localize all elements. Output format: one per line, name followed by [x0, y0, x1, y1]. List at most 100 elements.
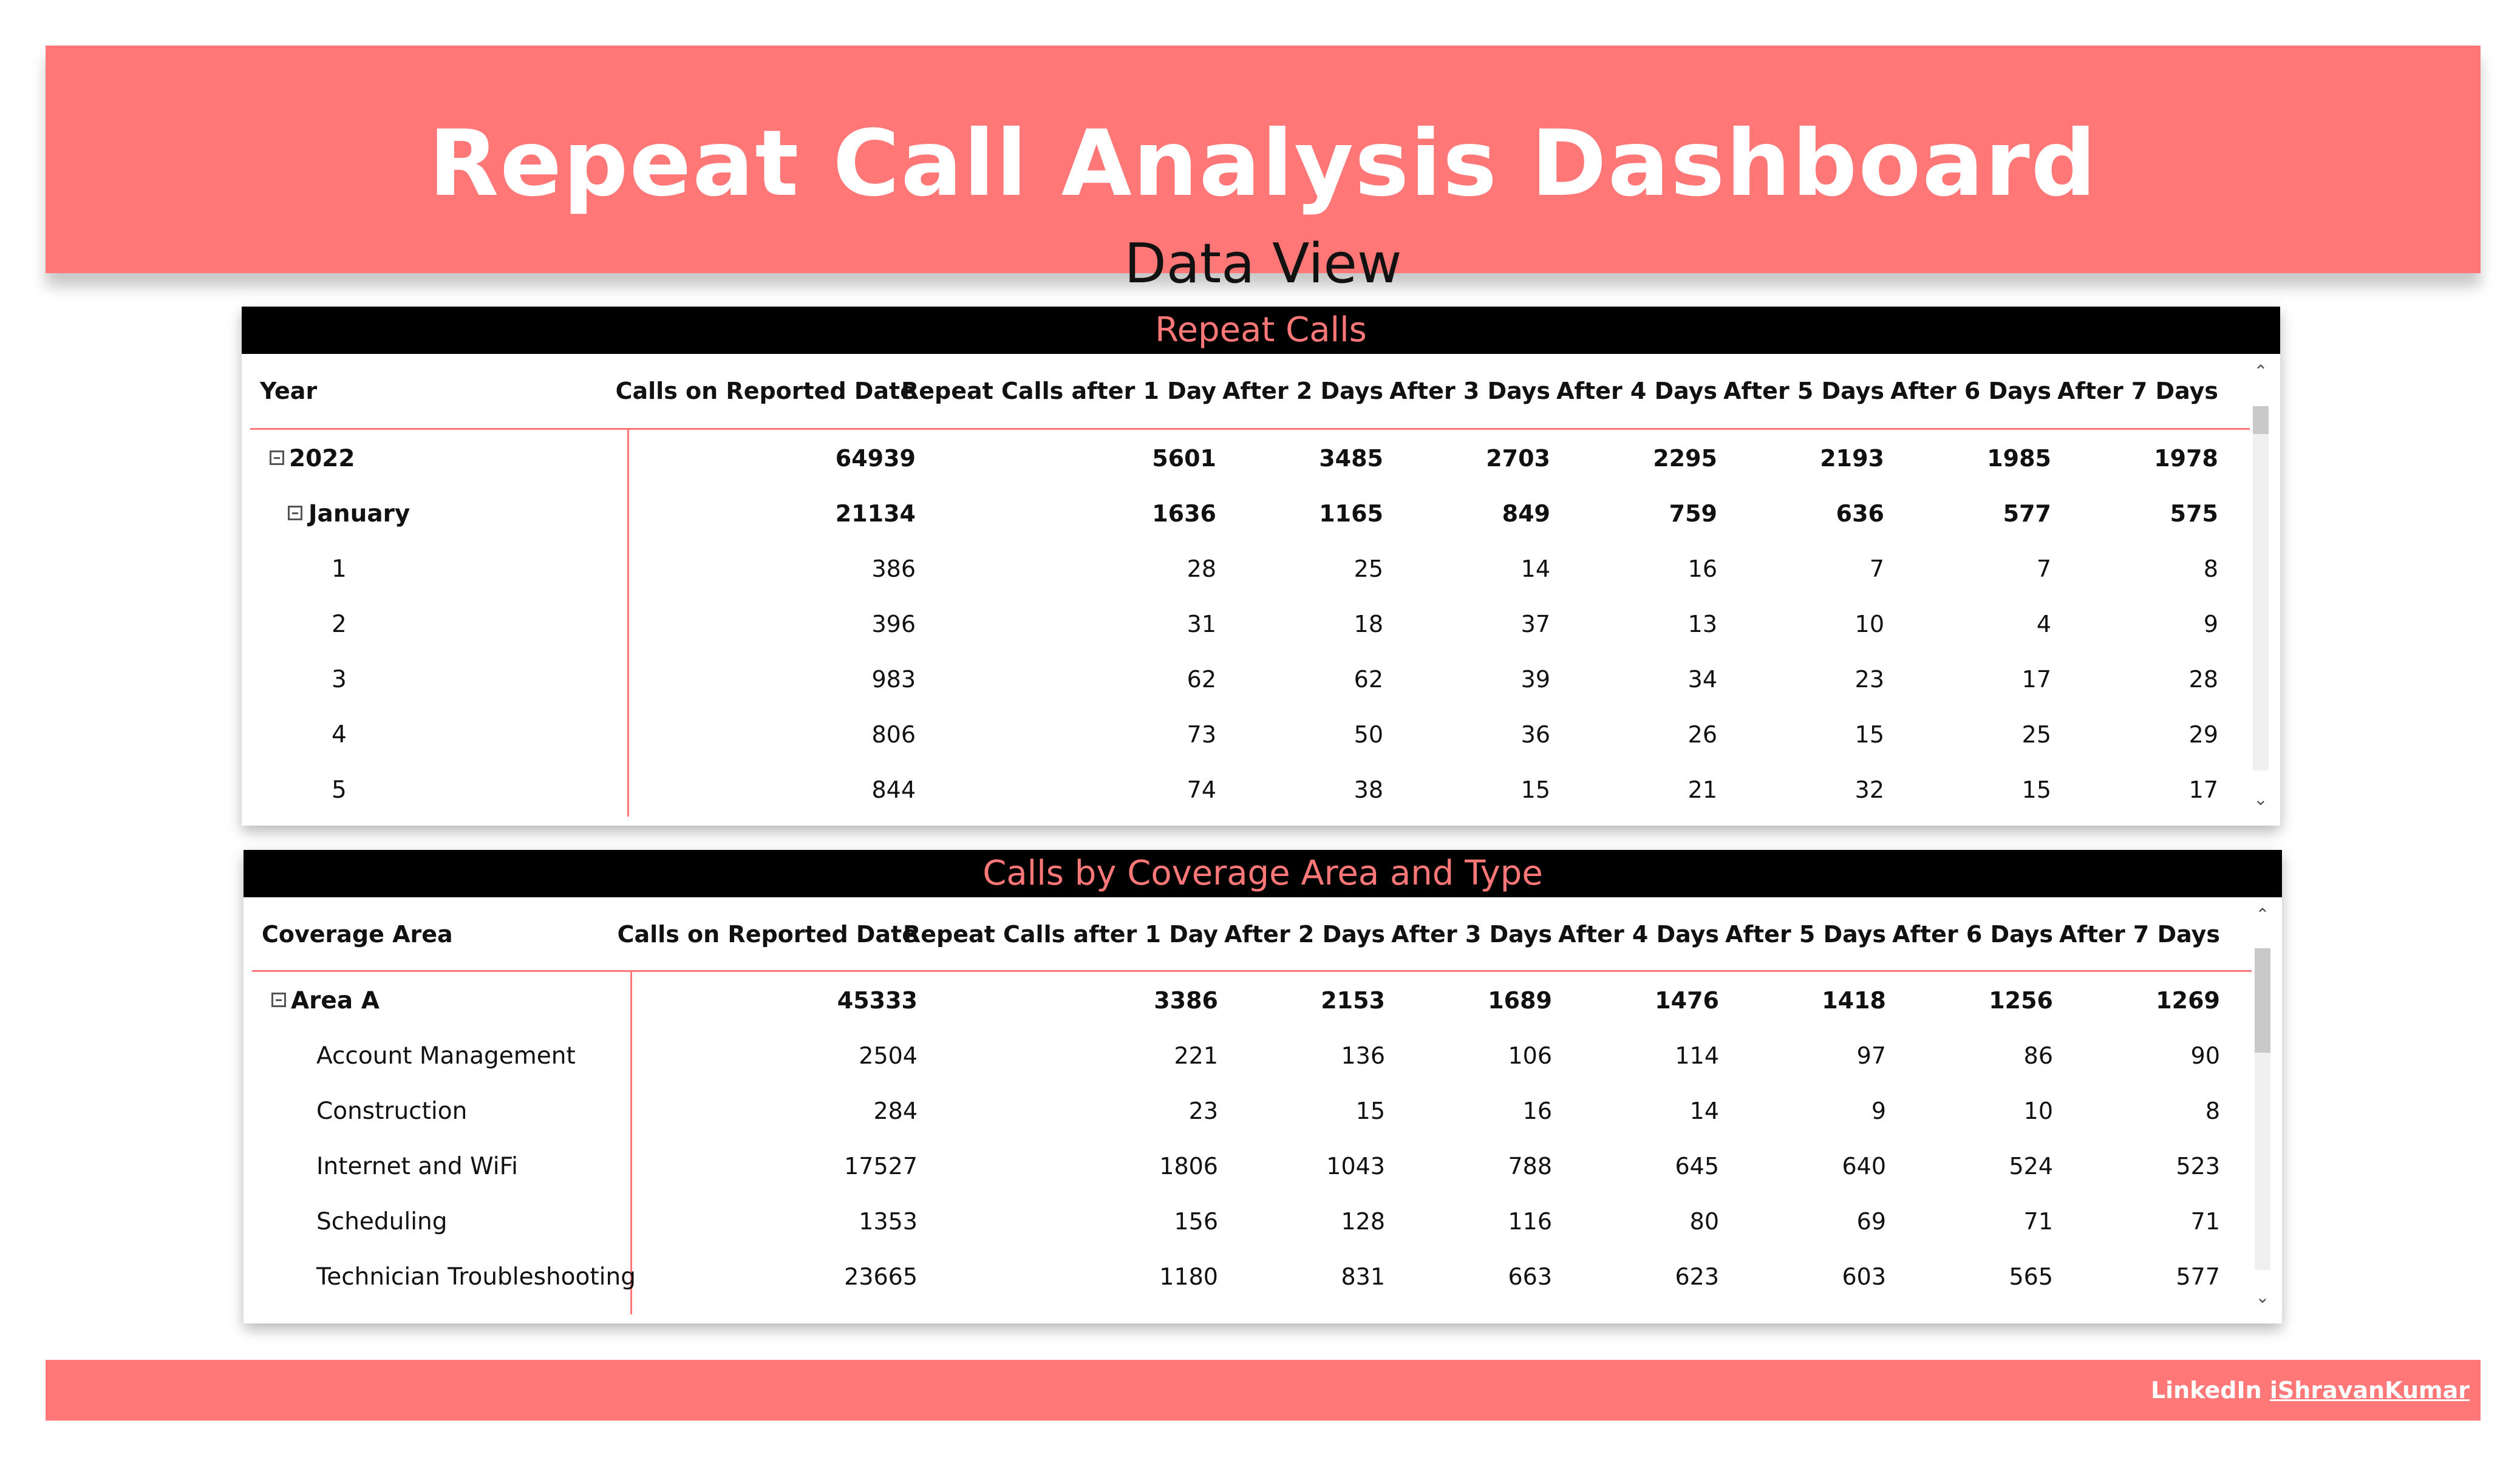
panel-title: Calls by Coverage Area and Type — [243, 850, 2282, 897]
cell-after-7-days: 29 — [2188, 721, 2218, 748]
column-header-repeat-calls-after-1-day[interactable]: Repeat Calls after 1 Day — [901, 378, 1216, 404]
collapse-icon[interactable] — [271, 993, 286, 1007]
column-header-after-2-days[interactable]: After 2 Days — [1224, 921, 1385, 948]
column-header-after-2-days[interactable]: After 2 Days — [1222, 378, 1383, 404]
column-header-after-3-days[interactable]: After 3 Days — [1391, 921, 1552, 948]
cell-after-2-days: 1043 — [1326, 1153, 1385, 1180]
cell-after-7-days: 523 — [2176, 1153, 2220, 1180]
row-label: January — [308, 500, 410, 528]
table-row[interactable]: 5 844 74 38 15 21 32 15 17 — [242, 762, 2280, 818]
table-row[interactable]: January 21134 1636 1165 849 759 636 577 575 — [242, 486, 2280, 542]
footer-banner: LinkedIn iShravanKumar — [46, 1360, 2481, 1421]
row-label: 4 — [332, 721, 347, 749]
scroll-track[interactable] — [2253, 406, 2269, 770]
scroll-down-icon[interactable]: ⌄ — [2255, 1287, 2270, 1307]
cell-after-2-days: 2153 — [1321, 987, 1385, 1014]
cell-calls-on-reported-date: 2504 — [859, 1042, 918, 1069]
cell-calls-on-reported-date: 45333 — [837, 987, 918, 1014]
row-label: Construction — [316, 1098, 468, 1125]
table-row[interactable]: Scheduling 1353 156 128 116 80 69 71 71 — [243, 1194, 2282, 1249]
cell-repeat-calls-after-1-day: 23 — [1188, 1098, 1218, 1124]
cell-calls-on-reported-date: 983 — [871, 666, 916, 693]
cell-after-7-days: 577 — [2176, 1263, 2220, 1290]
cell-repeat-calls-after-1-day: 1806 — [1159, 1153, 1218, 1180]
cell-after-4-days: 759 — [1669, 500, 1717, 527]
scroll-up-icon[interactable]: ⌃ — [2255, 905, 2270, 925]
column-header-after-7-days[interactable]: After 7 Days — [2057, 378, 2218, 404]
table-row[interactable]: 1 386 28 25 14 16 7 7 8 — [242, 542, 2280, 597]
column-header-calls-on-reported-date[interactable]: Calls on Reported Date — [617, 921, 918, 948]
cell-after-3-days: 15 — [1521, 776, 1550, 803]
cell-after-3-days: 106 — [1508, 1042, 1552, 1069]
cell-after-3-days: 14 — [1521, 555, 1550, 582]
scroll-thumb[interactable] — [2255, 948, 2270, 1053]
column-header-after-5-days[interactable]: After 5 Days — [1725, 921, 1886, 948]
row-label: 2022 — [289, 445, 355, 472]
table-row[interactable]: Area A 45333 3386 2153 1689 1476 1418 1256 1269 — [243, 973, 2282, 1028]
column-header-after-7-days[interactable]: After 7 Days — [2059, 921, 2220, 948]
cell-repeat-calls-after-1-day: 3386 — [1154, 987, 1218, 1014]
cell-after-3-days: 788 — [1508, 1153, 1552, 1180]
cell-after-4-days: 26 — [1687, 721, 1717, 748]
cell-after-5-days: 10 — [1854, 611, 1884, 637]
cell-after-7-days: 9 — [2203, 611, 2218, 637]
dashboard-title: Repeat Call Analysis Dashboard — [428, 111, 2098, 217]
table-row[interactable]: 2 396 31 18 37 13 10 4 9 — [242, 597, 2280, 652]
column-header-after-6-days[interactable]: After 6 Days — [1890, 378, 2051, 404]
scroll-up-icon[interactable]: ⌃ — [2253, 361, 2268, 381]
cell-after-3-days: 36 — [1521, 721, 1550, 748]
cell-repeat-calls-after-1-day: 5601 — [1152, 445, 1216, 472]
cell-after-6-days: 565 — [2009, 1263, 2053, 1290]
column-header-after-3-days[interactable]: After 3 Days — [1389, 378, 1550, 404]
matrix-header-row: Year Calls on Reported Date Repeat Calls a… — [242, 354, 2280, 428]
column-header-year[interactable]: Year — [260, 378, 318, 404]
cell-repeat-calls-after-1-day: 221 — [1174, 1042, 1218, 1069]
row-header-divider — [627, 428, 629, 817]
table-row[interactable]: Construction 284 23 15 16 14 9 10 8 — [243, 1084, 2282, 1139]
header-divider — [252, 970, 2252, 972]
scroll-thumb[interactable] — [2253, 406, 2269, 434]
cell-after-7-days: 1978 — [2154, 445, 2218, 472]
cell-calls-on-reported-date: 23665 — [844, 1263, 918, 1290]
cell-after-5-days: 7 — [1869, 555, 1884, 582]
column-header-after-5-days[interactable]: After 5 Days — [1723, 378, 1884, 404]
cell-after-5-days: 1418 — [1822, 987, 1886, 1014]
table-row[interactable]: 4 806 73 50 36 26 15 25 29 — [242, 707, 2280, 762]
collapse-icon[interactable] — [270, 450, 284, 465]
column-header-calls-on-reported-date[interactable]: Calls on Reported Date — [615, 378, 916, 404]
cell-after-5-days: 636 — [1836, 500, 1884, 527]
table-row[interactable]: Account Management 2504 221 136 106 114 97 86 90 — [243, 1028, 2282, 1084]
row-header-divider — [630, 970, 632, 1314]
cell-after-2-days: 136 — [1341, 1042, 1385, 1069]
cell-after-2-days: 15 — [1355, 1098, 1385, 1124]
cell-after-2-days: 50 — [1354, 721, 1383, 748]
cell-repeat-calls-after-1-day: 156 — [1174, 1208, 1218, 1235]
cell-after-6-days: 86 — [2023, 1042, 2053, 1069]
cell-after-4-days: 1476 — [1655, 987, 1719, 1014]
column-header-after-4-days[interactable]: After 4 Days — [1556, 378, 1717, 404]
row-label: 2 — [332, 611, 347, 638]
footer-prefix: LinkedIn — [2150, 1377, 2262, 1404]
table-row[interactable]: 3 983 62 62 39 34 23 17 28 — [242, 652, 2280, 707]
row-label: 1 — [332, 555, 347, 583]
column-header-after-6-days[interactable]: After 6 Days — [1892, 921, 2053, 948]
linkedin-link[interactable]: iShravanKumar — [2269, 1377, 2470, 1404]
cell-after-7-days: 28 — [2188, 666, 2218, 693]
table-row[interactable]: Technician Troubleshooting 23665 1180 831 66… — [243, 1249, 2282, 1305]
column-header-after-4-days[interactable]: After 4 Days — [1558, 921, 1719, 948]
cell-after-7-days: 8 — [2203, 555, 2218, 582]
cell-after-2-days: 1165 — [1319, 500, 1383, 527]
column-header-repeat-calls-after-1-day[interactable]: Repeat Calls after 1 Day — [902, 921, 1218, 948]
scroll-down-icon[interactable]: ⌄ — [2253, 789, 2268, 809]
vertical-scrollbar[interactable]: ⌃ ⌄ — [2253, 906, 2272, 1306]
cell-after-5-days: 69 — [1856, 1208, 1886, 1235]
vertical-scrollbar[interactable]: ⌃ ⌄ — [2252, 362, 2270, 809]
table-row[interactable]: 2022 64939 5601 3485 2703 2295 2193 1985 1978 — [242, 431, 2280, 486]
cell-after-4-days: 114 — [1675, 1042, 1719, 1069]
cell-repeat-calls-after-1-day: 73 — [1187, 721, 1216, 748]
table-row[interactable]: Internet and WiFi 17527 1806 1043 788 645 640 5… — [243, 1139, 2282, 1194]
cell-after-6-days: 1985 — [1987, 445, 2051, 472]
cell-calls-on-reported-date: 284 — [873, 1098, 918, 1124]
collapse-icon[interactable] — [288, 506, 302, 520]
column-header-coverage-area[interactable]: Coverage Area — [262, 921, 453, 948]
